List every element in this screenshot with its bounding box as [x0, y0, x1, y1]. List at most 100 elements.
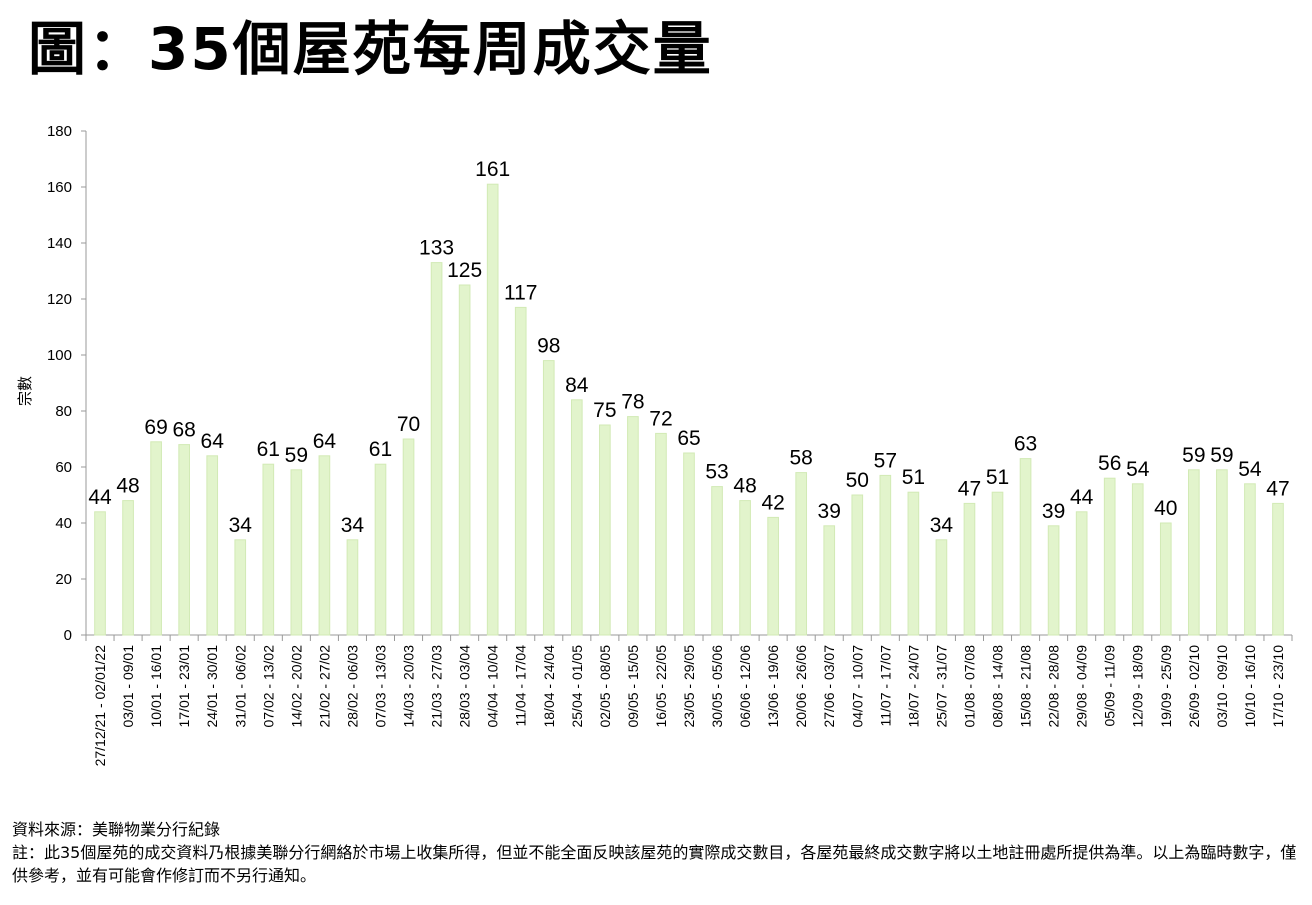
x-tick-label: 06/06 - 12/06: [737, 645, 753, 728]
source-note: 資料來源：美聯物業分行紀錄: [12, 820, 221, 839]
data-label: 40: [1154, 497, 1177, 520]
x-tick-label: 11/04 - 17/04: [513, 645, 529, 727]
x-tick-label: 01/08 - 07/08: [961, 645, 977, 728]
x-tick-label: 25/04 - 01/05: [569, 645, 585, 728]
y-tick-label: 140: [47, 235, 72, 252]
data-label: 50: [846, 469, 869, 492]
x-tick-label: 10/10 - 16/10: [1242, 645, 1258, 728]
data-label: 117: [504, 281, 537, 304]
x-tick-label: 29/08 - 04/09: [1074, 645, 1090, 728]
x-tick-label: 14/03 - 20/03: [401, 645, 417, 728]
y-tick-label: 180: [47, 123, 72, 140]
x-tick-label: 28/03 - 03/04: [457, 645, 473, 728]
data-label: 47: [958, 477, 981, 500]
bar: [1188, 469, 1200, 636]
x-tick-label: 03/10 - 09/10: [1214, 645, 1230, 728]
x-tick-label: 04/07 - 10/07: [849, 645, 865, 728]
data-label: 53: [705, 461, 728, 484]
bar: [430, 262, 443, 636]
data-label: 54: [1238, 458, 1262, 481]
data-label: 47: [1266, 477, 1289, 500]
data-label: 125: [447, 259, 482, 282]
x-tick-label: 03/01 - 09/01: [120, 645, 136, 728]
bar: [178, 444, 190, 636]
y-tick-label: 160: [47, 179, 72, 196]
data-label: 61: [369, 438, 392, 461]
bar: [711, 486, 723, 636]
x-tick-label: 07/02 - 13/02: [260, 645, 276, 728]
x-tick-label: 11/07 - 17/07: [877, 645, 893, 727]
bar: [963, 502, 976, 636]
x-tick-label: 21/03 - 27/03: [429, 645, 445, 728]
x-tick-label: 15/08 - 21/08: [1018, 645, 1034, 728]
x-tick-label: 17/10 - 23/10: [1270, 645, 1286, 728]
chart-title: 圖：35個屋苑每周成交量: [28, 15, 713, 83]
bar: [318, 455, 331, 636]
data-label: 68: [172, 419, 195, 442]
data-label: 34: [341, 514, 365, 537]
bar: [458, 284, 471, 636]
x-tick-label: 10/01 - 16/01: [148, 645, 164, 728]
bar: [1075, 511, 1088, 636]
bar: [346, 539, 359, 636]
data-label: 63: [1014, 433, 1037, 456]
bar: [1103, 477, 1116, 636]
data-label: 51: [902, 466, 925, 489]
data-label: 98: [537, 335, 560, 358]
x-tick-label: 13/06 - 19/06: [765, 645, 781, 728]
x-tick-label: 18/07 - 24/07: [905, 645, 921, 728]
y-tick-label: 0: [64, 627, 72, 644]
data-label: 48: [733, 475, 756, 498]
bar: [150, 441, 162, 636]
bar: [823, 525, 836, 636]
data-label: 84: [565, 374, 589, 397]
data-label: 72: [649, 407, 672, 430]
bar: [739, 500, 751, 636]
bar: [1244, 483, 1256, 636]
bar: [907, 491, 920, 636]
bar: [122, 500, 134, 636]
data-label: 75: [593, 399, 616, 422]
data-label: 64: [201, 430, 225, 453]
x-tick-label: 16/05 - 22/05: [653, 645, 669, 728]
x-tick-label: 09/05 - 15/05: [625, 645, 641, 728]
y-tick-label: 120: [47, 291, 72, 308]
bar: [1159, 522, 1172, 636]
data-label: 59: [1210, 444, 1233, 467]
bar: [374, 463, 387, 636]
disclaimer-note: 註：此35個屋苑的成交資料乃根據美聯分行網絡於市場上收集所得，但並不能全面反映該…: [12, 843, 1297, 885]
data-label: 78: [621, 391, 644, 414]
data-label: 59: [285, 444, 308, 467]
bar: [542, 360, 555, 636]
bar: [935, 539, 948, 636]
x-tick-label: 19/09 - 25/09: [1158, 645, 1174, 728]
x-tick-label: 22/08 - 28/08: [1046, 645, 1062, 728]
data-label: 133: [419, 237, 454, 260]
data-label: 34: [930, 514, 954, 537]
bar-chart: 0 20 40 60 80 100 120 140 160 180 宗數 44 27/12/21 - 0…: [16, 123, 1293, 766]
data-label: 39: [1042, 500, 1065, 523]
y-tick-label: 20: [55, 571, 72, 588]
x-tick-label: 28/02 - 06/03: [344, 645, 360, 728]
x-tick-label: 14/02 - 20/02: [288, 645, 304, 728]
data-label: 34: [229, 514, 253, 537]
y-tick-label: 100: [47, 347, 72, 364]
x-tick-label: 17/01 - 23/01: [176, 645, 192, 728]
data-label: 70: [397, 413, 420, 436]
x-tick-label: 21/02 - 27/02: [316, 645, 332, 728]
data-label: 54: [1126, 458, 1150, 481]
x-tick-label: 26/09 - 02/10: [1186, 645, 1202, 728]
data-label: 44: [1070, 486, 1094, 509]
bar: [290, 469, 303, 636]
data-label: 59: [1182, 444, 1205, 467]
data-label: 64: [313, 430, 337, 453]
data-label: 57: [874, 449, 897, 472]
x-tick-label: 08/08 - 14/08: [990, 645, 1006, 728]
x-tick-label: 30/05 - 05/06: [709, 645, 725, 728]
bar: [599, 424, 611, 636]
bar: [1019, 458, 1032, 636]
bar: [1047, 525, 1060, 636]
bar: [262, 463, 275, 636]
bar: [767, 516, 779, 636]
x-tick-label: 02/05 - 08/05: [597, 645, 613, 728]
